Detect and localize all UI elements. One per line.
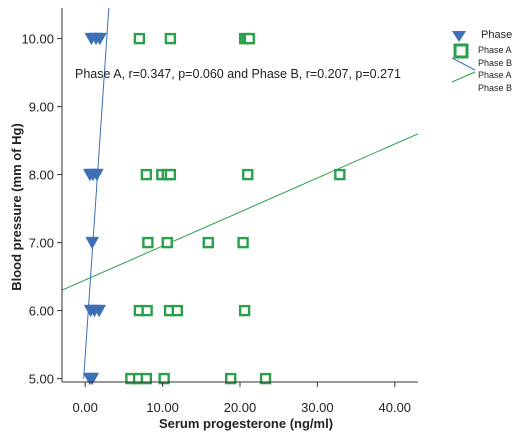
y-tick-label-3: 8.00 [29,168,54,183]
point-phase-b-8 [164,168,177,181]
point-phase-b-22 [140,372,153,385]
legend-marker-triangle [452,31,466,42]
point-phase-b-10 [334,168,346,181]
legend-title: Phase [481,29,512,41]
fit-line-phase-a-0 [83,8,110,379]
legend: Phase Phase A Phase B Phase A Phase B [451,29,512,93]
annotation-text: Phase A, r=0.347, p=0.060 and Phase B, r… [75,67,401,81]
point-phase-a-6 [85,236,100,250]
y-tick-label-0: 5.00 [29,372,54,387]
axes: 0.00 10.00 20.00 30.00 40.00 5.00 6.00 7.00 8.00… [21,8,418,415]
point-phase-b-16 [141,304,153,317]
y-tick-label-2: 7.00 [29,236,54,251]
y-axis-label: Blood pressure (mm of Hg) [9,123,24,291]
point-phase-b-25 [259,372,272,385]
legend-label-2: Phase B [478,58,512,68]
point-phase-b-14 [237,236,249,249]
x-tick-label-2: 20.00 [224,400,257,415]
y-tick-label-5: 10.00 [21,32,54,47]
y-tick-label-4: 9.00 [29,100,54,115]
legend-line-blue [451,57,476,71]
point-phase-b-9 [242,168,254,181]
point-phase-b-13 [202,236,214,249]
legend-label-3: Phase A [478,70,512,80]
fit-line-phase-b-1 [62,133,418,291]
point-phase-b-24 [225,372,237,385]
point-phase-b-0 [133,32,146,45]
point-phase-b-12 [161,236,173,249]
y-tick-label-1: 6.00 [29,304,54,319]
plot-area [62,8,418,382]
point-phase-b-11 [142,236,154,249]
point-phase-b-1 [164,32,177,45]
x-tick-label-1: 10.00 [146,400,179,415]
legend-marker-square [453,43,469,59]
point-phase-b-23 [158,372,170,385]
chart-marks [62,8,418,386]
point-phase-a-5 [89,168,104,182]
plot-background [62,8,418,382]
legend-label-4: Phase B [478,83,512,93]
point-phase-b-4 [243,32,255,45]
point-phase-b-18 [171,304,184,317]
point-phase-a-9 [92,304,107,318]
point-phase-b-19 [238,304,251,317]
x-axis-label: Serum progesterone (ng/ml) [159,416,333,431]
point-phase-a-2 [92,32,107,46]
x-tick-label-4: 40.00 [379,400,412,415]
point-phase-a-11 [85,372,100,386]
x-tick-label-0: 0.00 [73,400,98,415]
x-tick-label-3: 30.00 [301,400,334,415]
legend-label-1: Phase A [478,45,512,55]
legend-line-green [451,71,476,83]
point-phase-b-5 [140,168,153,181]
